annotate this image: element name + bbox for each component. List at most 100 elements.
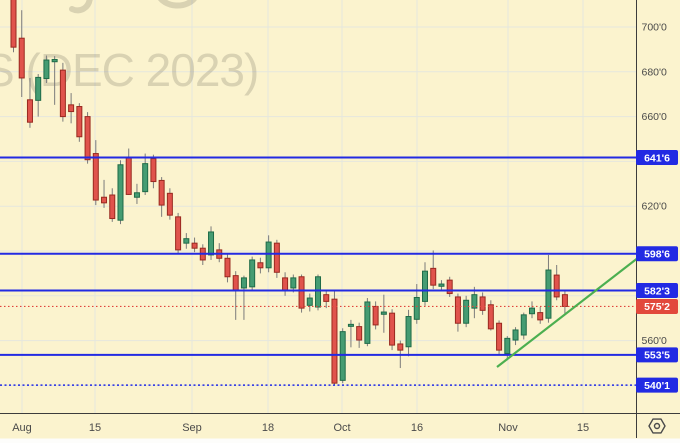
candle-down[interactable] [26, 99, 33, 123]
candle-down[interactable] [298, 276, 305, 309]
candle-down[interactable] [496, 322, 503, 351]
candle-up[interactable] [413, 296, 420, 320]
candle-down[interactable] [487, 304, 494, 330]
candle-up[interactable] [43, 59, 50, 80]
price-tick-label: 660'0 [642, 111, 668, 123]
price-badge-label: 582'3 [644, 285, 670, 297]
candle-up[interactable] [208, 231, 215, 256]
candle-down[interactable] [372, 305, 379, 326]
settings-hexagon-dot [653, 422, 661, 430]
candle-down[interactable] [166, 192, 173, 216]
candle-up[interactable] [512, 329, 519, 341]
candle-up[interactable] [183, 238, 190, 244]
candle-down[interactable] [446, 279, 453, 295]
candle-down[interactable] [101, 196, 108, 204]
candle-up[interactable] [117, 164, 124, 221]
candle-down[interactable] [10, 0, 17, 48]
watermark-text: S (DEC 2023) [0, 44, 258, 96]
candle-up[interactable] [520, 314, 527, 336]
candle-down[interactable] [454, 296, 461, 324]
price-badge-label: 553'5 [644, 350, 670, 362]
price-badge-label: 540'1 [644, 380, 670, 392]
time-tick-label: Nov [498, 422, 518, 434]
candle-up[interactable] [528, 307, 535, 315]
current-price-badge[interactable] [636, 298, 678, 314]
candle-down[interactable] [257, 262, 264, 269]
price-badge-label: 598'6 [644, 249, 670, 261]
candle-down[interactable] [282, 277, 289, 291]
price-level-badge[interactable] [636, 377, 678, 393]
time-tick-label: Oct [333, 422, 350, 434]
candle-down[interactable] [479, 296, 486, 311]
candle-up[interactable] [347, 323, 354, 327]
candle-up[interactable] [545, 269, 552, 319]
candle-down[interactable] [175, 216, 182, 251]
price-level-badge[interactable] [636, 347, 678, 363]
settings-hexagon-icon[interactable] [648, 418, 666, 434]
time-axis[interactable]: Aug 15 Sep 18 Oct 16 Nov 15 [0, 413, 680, 435]
candle-down[interactable] [150, 158, 157, 183]
candle-down[interactable] [561, 294, 568, 307]
candle-down[interactable] [158, 179, 165, 206]
candle-down[interactable] [59, 69, 66, 118]
candle-down[interactable] [125, 157, 132, 195]
candle-down[interactable] [537, 312, 544, 321]
price-tick-label: 620'0 [642, 201, 668, 213]
candle-down[interactable] [109, 194, 116, 220]
candle-up[interactable] [265, 241, 272, 269]
candle-up[interactable] [249, 259, 256, 288]
candle-down[interactable] [224, 257, 231, 278]
candle-up[interactable] [35, 76, 42, 101]
candle-down[interactable] [397, 343, 404, 351]
candle-up[interactable] [339, 331, 346, 381]
time-tick-label: 16 [411, 422, 423, 434]
candle-up[interactable] [504, 337, 511, 354]
candle-up[interactable] [364, 301, 371, 344]
price-tick-label: 700'0 [642, 22, 668, 34]
candle-down[interactable] [232, 275, 239, 291]
candle-up[interactable] [133, 192, 140, 198]
candle-up[interactable] [422, 270, 428, 302]
candle-down[interactable] [191, 242, 198, 249]
candle-up[interactable] [51, 58, 58, 63]
time-tick-label: Sep [182, 422, 202, 434]
candle-down[interactable] [553, 274, 560, 298]
price-level-badge[interactable] [636, 246, 678, 262]
candle-down[interactable] [323, 294, 330, 302]
candle-up[interactable] [438, 283, 445, 287]
candle-up[interactable] [471, 294, 478, 309]
candle-down[interactable] [273, 242, 280, 273]
candle-down[interactable] [430, 267, 437, 286]
candle-up[interactable] [240, 277, 247, 289]
candle-down[interactable] [18, 37, 25, 79]
price-tick-label: 560'0 [642, 335, 668, 347]
candle-up[interactable] [315, 276, 322, 308]
price-level-badge[interactable] [636, 282, 678, 298]
candle-up[interactable] [380, 311, 387, 315]
candle-down[interactable] [92, 153, 99, 201]
watermark-top-fragment-2 [158, 0, 197, 9]
candle-up[interactable] [306, 297, 313, 306]
trendline[interactable] [496, 256, 640, 368]
candle-down[interactable] [68, 104, 75, 113]
candle-down[interactable] [389, 312, 396, 346]
price-level-lines[interactable] [0, 156, 637, 386]
candle-up[interactable] [405, 316, 412, 348]
candle-down[interactable] [356, 326, 363, 341]
time-tick-label: 15 [89, 422, 101, 434]
candle-down[interactable] [84, 116, 91, 161]
candle-up[interactable] [463, 299, 470, 324]
price-badge-label: 575'2 [644, 301, 670, 313]
candle-up[interactable] [142, 163, 149, 193]
candle-down[interactable] [76, 106, 83, 138]
time-tick-label: Aug [12, 422, 32, 434]
candles[interactable] [10, 0, 568, 385]
settings-icon[interactable] [648, 418, 666, 434]
candle-down[interactable] [331, 298, 338, 384]
price-axis[interactable]: 700'0 680'0 660'0 620'0 560'0 641'6 598'6 582'3… [636, 0, 678, 438]
price-level-badge[interactable] [636, 149, 678, 165]
price-badge-label: 641'6 [644, 152, 670, 164]
candle-up[interactable] [290, 277, 297, 289]
